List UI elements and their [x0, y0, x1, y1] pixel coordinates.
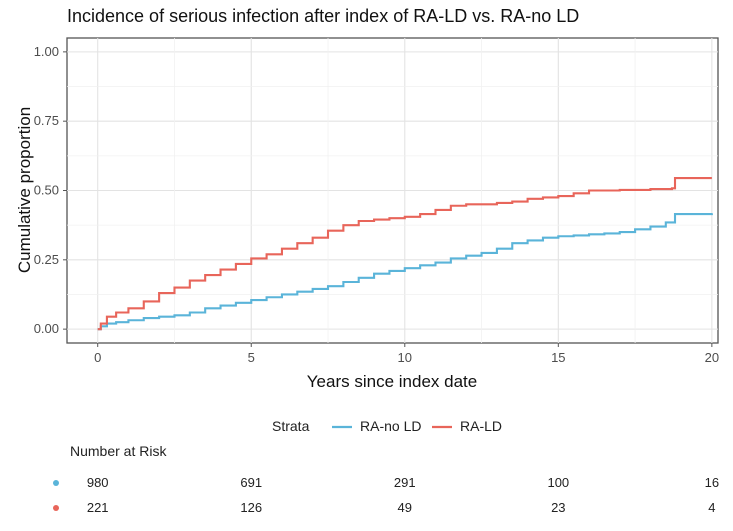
series-line-ra-ld: [97, 176, 712, 331]
y-tick-label: 0.00: [34, 321, 59, 336]
risk-count: 4: [708, 500, 715, 515]
y-tick-label: 0.75: [34, 113, 59, 128]
plot-panel: 0 5 10 15 20 0.00 0.25 0.50 0.75 1.00: [34, 37, 719, 365]
risk-row-marker: [53, 480, 59, 486]
legend-label-ra-ld: RA-LD: [460, 418, 502, 434]
risk-count: 16: [705, 475, 719, 490]
series-line-ra-no-ld: [97, 213, 713, 331]
risk-count: 291: [394, 475, 416, 490]
x-tick-label: 5: [248, 350, 255, 365]
risk-count: 980: [87, 475, 109, 490]
legend: Strata RA-no LD RA-LD: [272, 418, 502, 434]
risk-count: 221: [87, 500, 109, 515]
risk-row-marker: [53, 505, 59, 511]
legend-title: Strata: [272, 418, 310, 434]
x-axis-label: Years since index date: [307, 372, 477, 391]
risk-count: 126: [240, 500, 262, 515]
x-tick-label: 20: [705, 350, 719, 365]
y-tick-label: 0.50: [34, 183, 59, 198]
y-axis-ticks: 0.00 0.25 0.50 0.75 1.00: [34, 44, 67, 336]
y-tick-label: 0.25: [34, 252, 59, 267]
risk-count: 23: [551, 500, 565, 515]
risk-count: 49: [398, 500, 412, 515]
x-tick-label: 0: [94, 350, 101, 365]
risk-count: 691: [240, 475, 262, 490]
number-at-risk-table: Number at Risk 980 691 291 100 16 221 126 49 23 4: [53, 443, 719, 515]
minor-gridlines: [67, 38, 718, 343]
y-axis-label: Cumulative proportion: [15, 107, 34, 273]
x-tick-label: 10: [398, 350, 412, 365]
x-tick-label: 15: [551, 350, 565, 365]
legend-label-ra-no-ld: RA-no LD: [360, 418, 421, 434]
risk-table-title: Number at Risk: [70, 443, 167, 459]
major-gridlines: [67, 38, 718, 343]
x-axis-ticks: 0 5 10 15 20: [94, 343, 719, 365]
y-tick-label: 1.00: [34, 44, 59, 59]
chart-title: Incidence of serious infection after ind…: [67, 6, 579, 26]
risk-count: 100: [547, 475, 569, 490]
series-lines: [97, 176, 713, 331]
